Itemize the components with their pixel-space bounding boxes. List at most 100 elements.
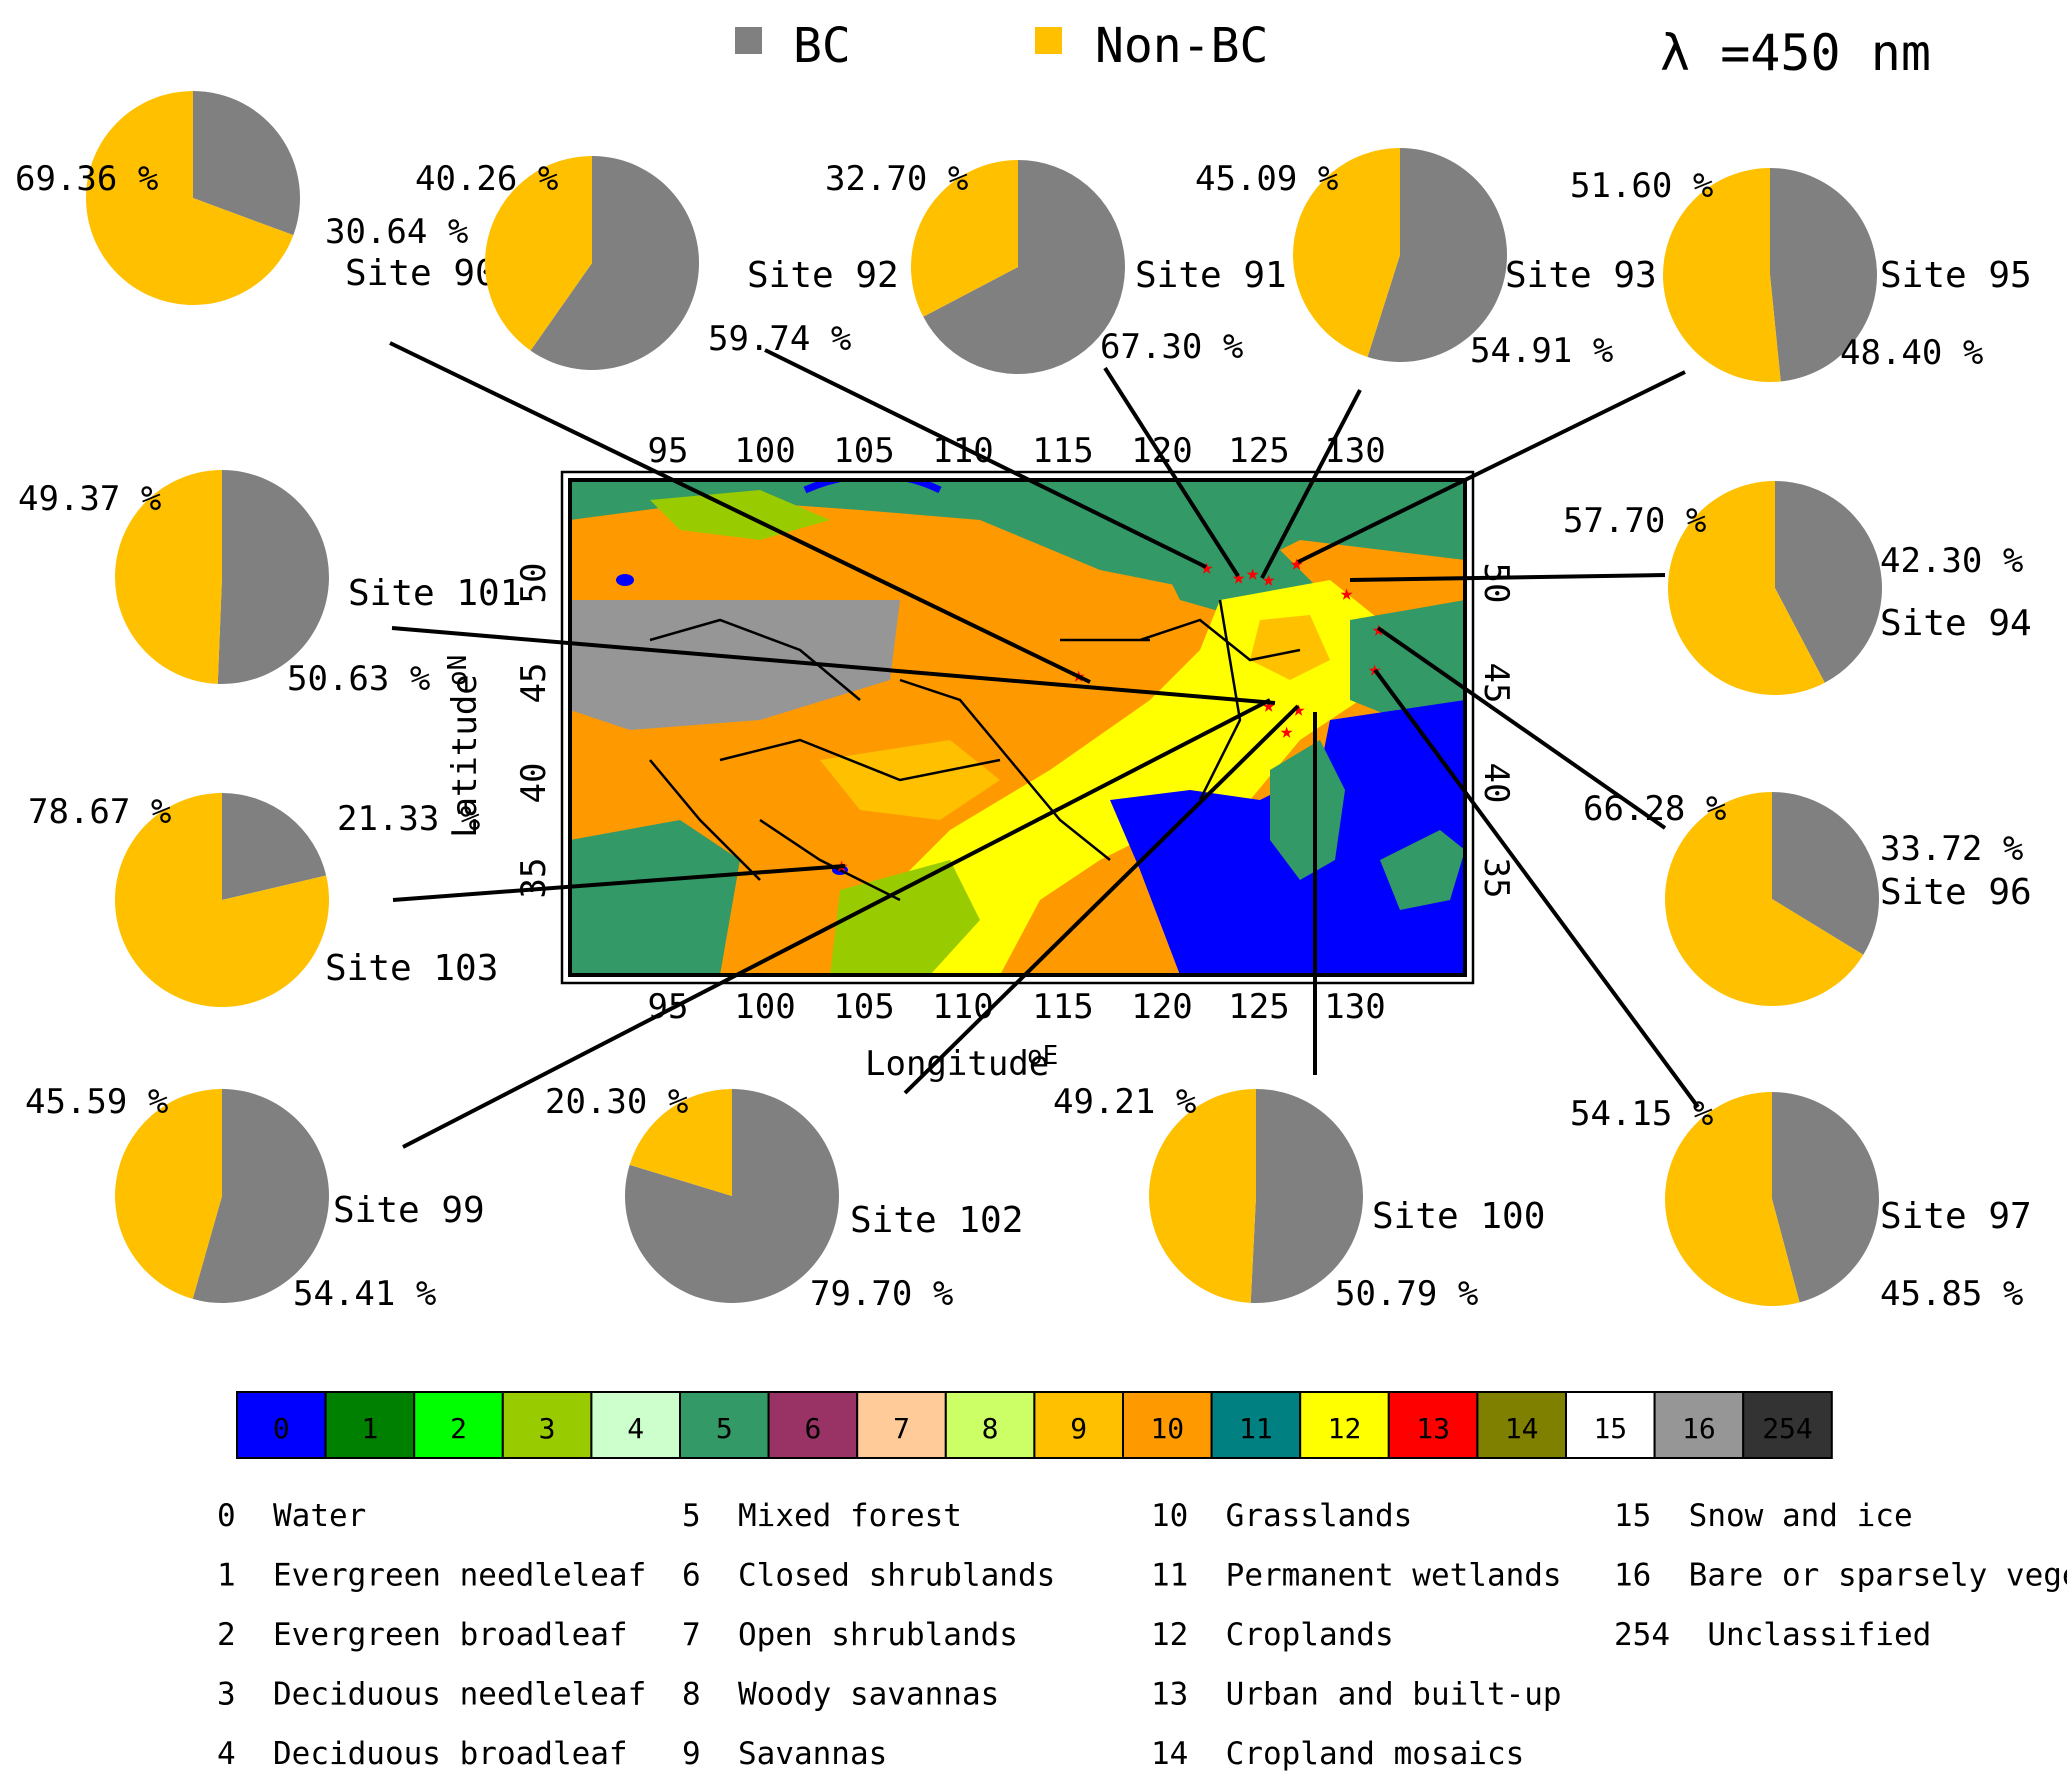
lon-tick-label: 115 (1032, 431, 1093, 471)
top-legend: BC Non-BC λ =450 nm (735, 18, 1931, 82)
colorbar-code-label: 13 (1416, 1412, 1450, 1445)
non-bc-percent-label: 49.37 % (18, 479, 161, 519)
svg-text:★: ★ (1246, 561, 1259, 586)
pie-site-94: Site 94 42.30 % 57.70 % (1563, 481, 2032, 695)
colorbar-code-label: 16 (1682, 1412, 1716, 1445)
landcover-legend-item: 4 Deciduous broadleaf (217, 1736, 628, 1772)
colorbar-cell (1476, 1391, 1568, 1459)
landcover-legend-item: 15 Snow and ice (1614, 1498, 1913, 1534)
colorbar-code-label: 6 (804, 1412, 821, 1445)
bottom-lon-ticks: 95 100 105 110 115 120 125 130 (648, 987, 1386, 1027)
colorbar-code-label: 15 (1593, 1412, 1627, 1445)
y-axis-unit: oN (443, 655, 473, 686)
colorbar-code-label: 3 (539, 1412, 556, 1445)
pie-slice-non-bc (1667, 481, 1825, 695)
bc-legend-swatch (735, 27, 762, 54)
lon-tick-label: 130 (1324, 987, 1385, 1027)
site-name-label: Site 96 (1880, 872, 2032, 913)
colorbar-code-label: 10 (1150, 1412, 1184, 1445)
svg-text:★: ★ (1200, 555, 1213, 580)
pie-site-97: Site 97 45.85 % 54.15 % (1570, 1092, 2032, 1314)
non-bc-percent-label: 51.60 % (1570, 166, 1713, 206)
svg-text:★: ★ (1292, 697, 1305, 722)
pie-slice-non-bc (1149, 1089, 1256, 1303)
bc-percent-label: 54.91 % (1470, 331, 1613, 371)
lon-tick-label: 100 (734, 987, 795, 1027)
pie-slice-bc (530, 156, 699, 370)
landcover-legend-item: 11 Permanent wetlands (1151, 1558, 1562, 1594)
site-name-label: Site 95 (1880, 255, 2032, 296)
pie-slice-non-bc (1665, 1092, 1800, 1307)
pie-slice-bc (217, 470, 330, 684)
colorbar-code-label: 2 (450, 1412, 467, 1445)
landcover-legend-item: 1 Evergreen needleleaf (217, 1558, 646, 1594)
bc-percent-label: 79.70 % (810, 1274, 953, 1314)
pie-slice-bc (192, 1089, 330, 1303)
landcover-legend-item: 9 Savannas (682, 1736, 887, 1772)
bc-percent-label: 50.79 % (1335, 1274, 1478, 1314)
colorbar-cell (1122, 1391, 1213, 1459)
bc-percent-label: 48.40 % (1840, 333, 1983, 373)
lon-tick-label: 110 (932, 987, 993, 1027)
colorbar-cell (856, 1391, 947, 1459)
colorbar-code-label: 5 (716, 1412, 733, 1445)
bc-percent-label: 67.30 % (1100, 327, 1243, 367)
site-name-label: Site 100 (1372, 1196, 1545, 1237)
colorbar-cell (413, 1391, 504, 1459)
non-bc-percent-label: 40.26 % (415, 159, 558, 199)
non-bc-percent-label: 78.67 % (28, 792, 171, 832)
pie-site-92: Site 92 59.74 % 40.26 % (415, 156, 899, 370)
lat-tick-label: 50 (1476, 563, 1516, 604)
site-name-label: Site 101 (348, 573, 521, 614)
landcover-legend-item: 2 Evergreen broadleaf (217, 1617, 628, 1653)
right-lat-ticks: 35 40 45 50 (1476, 563, 1516, 899)
lon-tick-label: 120 (1131, 987, 1192, 1027)
non-bc-percent-label: 20.30 % (545, 1082, 688, 1122)
bc-percent-label: 30.64 % (325, 212, 468, 252)
site-connector-lines (389, 341, 1700, 1149)
non-bc-legend-swatch (1035, 27, 1062, 54)
site-name-label: Site 90 (345, 253, 497, 294)
colorbar-cell (1033, 1391, 1125, 1459)
bc-percent-label: 45.85 % (1880, 1274, 2023, 1314)
bc-percent-label: 50.63 % (287, 659, 430, 699)
colorbar-cell (1653, 1391, 1745, 1459)
landcover-legend-item: 5 Mixed forest (682, 1498, 962, 1534)
site-name-label: Site 102 (850, 1200, 1023, 1241)
pie-slice-non-bc (114, 793, 329, 1007)
map-frame (568, 478, 1467, 977)
colorbar-code-label: 7 (893, 1412, 910, 1445)
pie-slice-bc (1772, 1092, 1879, 1303)
lat-tick-label: 50 (514, 563, 554, 604)
map-axes: 95 100 105 110 115 120 125 130 95 100 105 110 115 12… (443, 431, 1516, 1084)
pie-slice-bc (1775, 481, 1883, 683)
y-axis-label: Latitude (445, 674, 485, 838)
lon-tick-label: 95 (648, 987, 689, 1027)
lon-tick-label: 95 (648, 431, 689, 471)
colorbar-cell (1299, 1391, 1390, 1459)
lat-tick-label: 45 (1476, 663, 1516, 704)
svg-text:★: ★ (1340, 581, 1353, 606)
site-name-label: Site 91 (1135, 255, 1287, 296)
pie-site-93: Site 93 54.91 % 45.09 % (1195, 148, 1657, 371)
lon-tick-label: 105 (833, 431, 894, 471)
pie-site-91: Site 91 67.30 % 32.70 % (825, 159, 1287, 374)
landcover-legend-item: 12 Croplands (1151, 1617, 1394, 1653)
landcover-legend-item: 3 Deciduous needleleaf (217, 1677, 646, 1713)
wavelength-label: λ =450 nm (1660, 24, 1931, 82)
landcover-legend: 0 Water 1 Evergreen needleleaf 2 Evergreen… (217, 1498, 2067, 1772)
pie-slice-non-bc (115, 470, 222, 684)
non-bc-percent-label: 45.09 % (1195, 159, 1338, 199)
landcover-legend-item: 16 Bare or sparsely vegetated (1614, 1558, 2067, 1594)
pie-slice-non-bc (115, 1089, 222, 1299)
colorbar-code-label: 12 (1328, 1412, 1362, 1445)
pie-slice-non-bc (910, 160, 1019, 317)
pie-slice-bc (193, 91, 300, 236)
site-name-label: Site 103 (325, 948, 498, 989)
lon-tick-label: 115 (1032, 987, 1093, 1027)
svg-text:★: ★ (1262, 693, 1275, 718)
svg-text:★: ★ (1280, 719, 1293, 744)
